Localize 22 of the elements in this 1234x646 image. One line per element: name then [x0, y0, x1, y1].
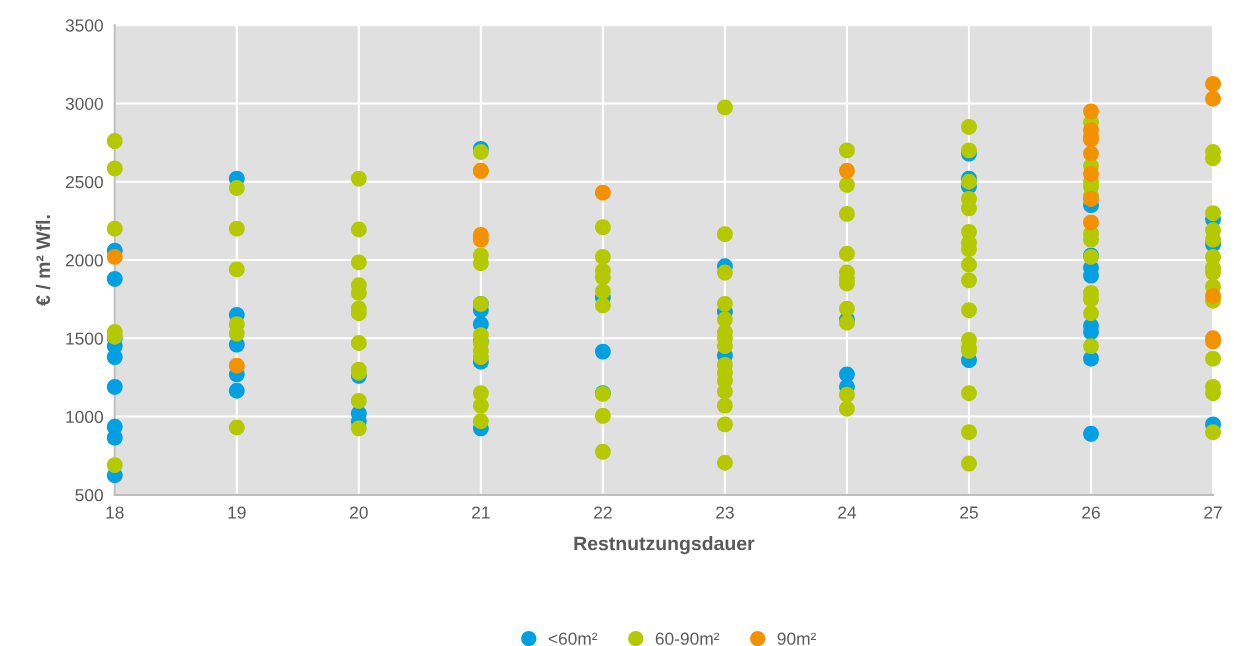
- x-axis-title: Restnutzungsdauer: [574, 536, 755, 555]
- y-tick-label: 1500: [66, 332, 103, 345]
- y-axis-title: € / m² Wfl.: [35, 215, 51, 306]
- x-tick-label: 20: [350, 506, 368, 519]
- x-tick-label: 21: [472, 506, 490, 519]
- x-tick-label: 19: [228, 506, 246, 519]
- x-tick-label: 24: [838, 506, 857, 519]
- y-tick-label: 1000: [66, 410, 103, 424]
- x-tick-label: 18: [106, 506, 124, 519]
- x-tick-label: 22: [594, 506, 612, 519]
- y-tick-label: 3000: [65, 97, 103, 110]
- legend-label: 90m²: [777, 632, 817, 645]
- x-tick-label: 23: [716, 506, 734, 519]
- y-tick-label: 2000: [65, 254, 103, 267]
- y-tick-label: 3500: [65, 19, 103, 32]
- legend-label: <60m²: [548, 632, 598, 645]
- y-tick-label: 500: [75, 489, 103, 502]
- x-tick-label: 27: [1204, 506, 1222, 519]
- legend-label: 60-90m²: [655, 632, 720, 645]
- y-tick-label: 2500: [65, 175, 103, 189]
- x-tick-label: 26: [1082, 506, 1100, 519]
- x-tick-label: 25: [960, 506, 978, 519]
